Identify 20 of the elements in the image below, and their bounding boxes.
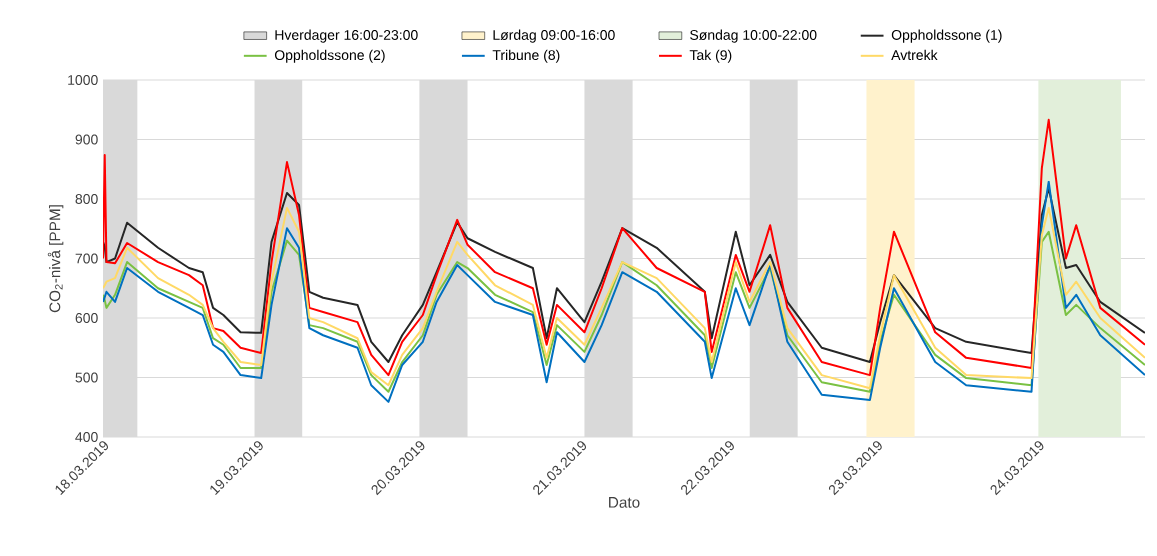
legend-label: Oppholdssone (1) [891,29,1002,43]
legend-label: Søndag 10:00-22:00 [690,29,817,43]
legend-label: Oppholdssone (2) [274,49,385,63]
legend-label: Lørdag 09:00-16:00 [493,29,615,43]
legend-label: Hverdager 16:00-23:00 [275,29,418,43]
y-axis-title: CO$_{2}$-nivå [PPM] [47,205,64,313]
y-tick-label: 600 [75,313,98,323]
line-series [103,180,1145,403]
y-tick-label: 1000 [68,75,98,85]
y-tick-label: 800 [75,194,98,204]
line-series [103,118,1145,377]
line-series [103,187,1145,364]
y-tick-label: 700 [75,253,98,264]
y-tick-label: 400 [75,432,98,442]
legend-label: Avtrekk [891,49,938,61]
y-tick-label: 900 [75,134,98,145]
legend-label: Tribune (8) [492,49,560,63]
legend-label: Tak (9) [689,49,732,63]
x-axis-title: Dato [609,497,640,508]
y-tick-label: 500 [75,372,98,383]
